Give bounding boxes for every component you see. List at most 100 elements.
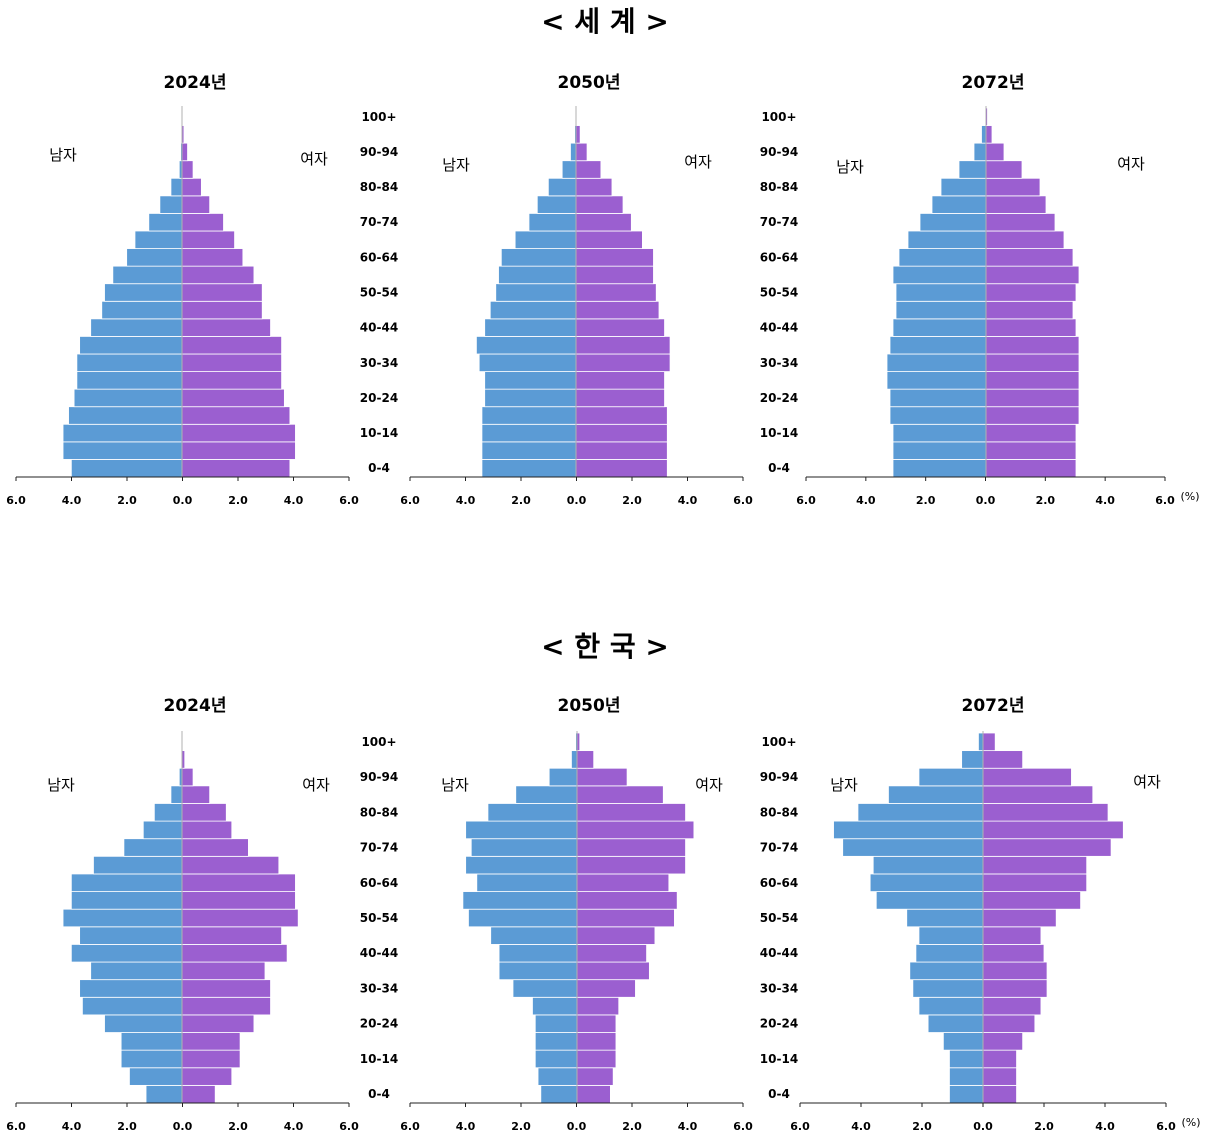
female-bar: [576, 1014, 617, 1033]
female-bar: [575, 230, 643, 249]
male-bar: [886, 371, 987, 390]
male-bar: [889, 336, 987, 355]
female-bar: [181, 177, 202, 197]
male-bar: [534, 1032, 578, 1051]
male-bar: [468, 908, 578, 928]
x-tick-label: 6.0: [339, 494, 359, 507]
female-bar: [181, 891, 296, 910]
age-group-label: 0-4: [768, 1087, 790, 1101]
female-bar: [985, 459, 1077, 478]
female-bar: [982, 732, 996, 752]
age-group-label: 60-64: [360, 876, 398, 890]
female-bar: [181, 423, 296, 443]
female-bar: [181, 371, 282, 390]
panel-title: 2072년: [962, 73, 1025, 93]
male-bar: [93, 855, 183, 875]
age-group-label: 30-34: [760, 981, 798, 995]
age-group-label: 40-44: [360, 321, 398, 335]
female-bar: [181, 441, 296, 460]
male-bar: [942, 1032, 984, 1051]
female-bar: [181, 1032, 241, 1051]
female-bar: [982, 803, 1109, 822]
male-bar: [909, 961, 984, 981]
age-group-label: 80-84: [360, 180, 398, 194]
female-bar: [181, 944, 288, 963]
male-label: 남자: [830, 776, 858, 794]
male-bar: [476, 873, 578, 892]
x-tick-label: 0.0: [173, 1120, 193, 1133]
x-tick-label: 4.0: [284, 1120, 304, 1133]
x-tick-label: 4.0: [1095, 494, 1115, 507]
x-tick-label: 2.0: [916, 494, 936, 507]
female-bar: [985, 336, 1080, 355]
female-bar: [181, 283, 263, 302]
x-tick-label: 4.0: [456, 1120, 476, 1133]
x-tick-label: 4.0: [851, 1120, 871, 1133]
male-bar: [537, 1067, 578, 1086]
female-bar: [575, 388, 665, 408]
male-bar: [82, 996, 183, 1016]
x-tick-label: 2.0: [912, 1120, 932, 1133]
female-label: 여자: [1133, 773, 1161, 791]
female-bar: [576, 838, 686, 857]
age-group-label: 10-14: [760, 1052, 798, 1066]
male-bar: [895, 300, 987, 320]
male-bar: [120, 1049, 183, 1069]
x-tick-label: 6.0: [1155, 494, 1175, 507]
male-bar: [875, 891, 984, 910]
female-bar: [982, 891, 1081, 910]
x-tick-label: 4.0: [678, 494, 698, 507]
female-bar: [181, 195, 211, 214]
x-tick-label: 0.0: [567, 1120, 587, 1133]
age-group-label: 80-84: [760, 180, 798, 194]
female-bar: [181, 459, 291, 478]
male-bar: [912, 979, 984, 998]
x-tick-label: 2.0: [622, 1120, 642, 1133]
age-group-label: 20-24: [760, 1017, 798, 1031]
male-bar: [478, 353, 577, 372]
female-bar: [576, 855, 686, 875]
female-bar: [181, 1049, 241, 1069]
female-bar: [181, 265, 255, 285]
male-bar: [906, 908, 984, 928]
x-tick-label: 2.0: [1034, 1120, 1054, 1133]
male-bar: [148, 213, 183, 232]
female-bar: [181, 908, 299, 928]
male-bar: [918, 996, 984, 1016]
x-tick-label: 6.0: [1156, 1120, 1176, 1133]
age-group-label: 30-34: [360, 356, 398, 370]
male-bar: [76, 353, 183, 372]
female-bar: [576, 944, 647, 963]
male-bar: [892, 318, 987, 337]
female-bar: [576, 1067, 614, 1086]
female-bar: [181, 353, 282, 372]
male-bar: [70, 873, 183, 892]
x-tick-label: 2.0: [117, 494, 137, 507]
male-bar: [484, 371, 577, 390]
female-bar: [181, 961, 266, 981]
female-bar: [181, 785, 211, 804]
female-bar: [576, 996, 620, 1016]
age-group-label: 0-4: [368, 1087, 390, 1101]
female-bar: [575, 248, 654, 267]
male-bar: [534, 1014, 578, 1033]
age-group-label: 100+: [761, 110, 796, 124]
male-bar: [958, 160, 987, 179]
female-bar: [982, 926, 1042, 945]
panel-title: 2024년: [164, 696, 227, 716]
male-bar: [462, 891, 578, 910]
female-bar: [982, 1084, 1017, 1104]
male-bar: [512, 979, 578, 998]
male-bar: [547, 177, 577, 197]
male-bar: [949, 1049, 984, 1069]
female-bar: [576, 750, 595, 769]
x-tick-label: 6.0: [6, 1120, 26, 1133]
panel-title: 2072년: [962, 696, 1025, 716]
female-bar: [985, 406, 1080, 425]
male-bar: [532, 996, 578, 1016]
age-group-label: 50-54: [360, 286, 398, 300]
x-tick-label: 2.0: [1036, 494, 1056, 507]
female-bar: [982, 944, 1045, 963]
